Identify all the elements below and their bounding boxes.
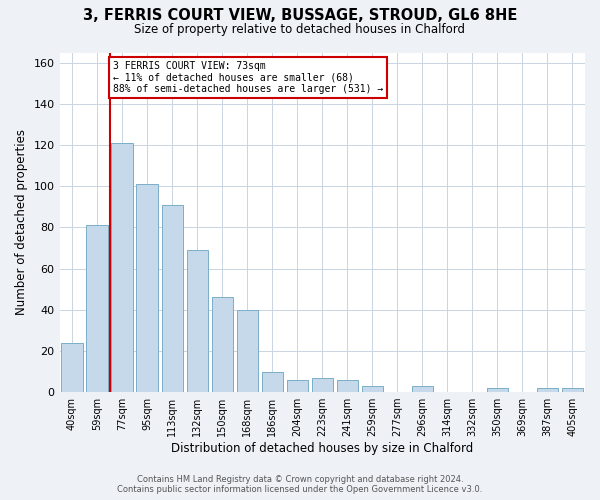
Bar (412, 386, 433, 392)
Text: 3 FERRIS COURT VIEW: 73sqm
← 11% of detached houses are smaller (68)
88% of semi: 3 FERRIS COURT VIEW: 73sqm ← 11% of deta… (113, 60, 383, 94)
Bar (287, 380, 308, 392)
X-axis label: Distribution of detached houses by size in Chalford: Distribution of detached houses by size … (171, 442, 473, 455)
Bar (161, 205, 183, 392)
Text: Contains HM Land Registry data © Crown copyright and database right 2024.
Contai: Contains HM Land Registry data © Crown c… (118, 474, 482, 494)
Text: Size of property relative to detached houses in Chalford: Size of property relative to detached ho… (134, 22, 466, 36)
Bar (311, 378, 333, 392)
Bar (136, 184, 158, 392)
Bar (487, 388, 508, 392)
Bar (262, 372, 283, 392)
Bar (562, 388, 583, 392)
Text: 3, FERRIS COURT VIEW, BUSSAGE, STROUD, GL6 8HE: 3, FERRIS COURT VIEW, BUSSAGE, STROUD, G… (83, 8, 517, 22)
Bar (362, 386, 383, 392)
Bar (212, 298, 233, 392)
Y-axis label: Number of detached properties: Number of detached properties (15, 130, 28, 316)
Bar (61, 342, 83, 392)
Bar (187, 250, 208, 392)
Bar (236, 310, 258, 392)
Bar (86, 226, 108, 392)
Bar (337, 380, 358, 392)
Bar (112, 143, 133, 392)
Bar (537, 388, 558, 392)
